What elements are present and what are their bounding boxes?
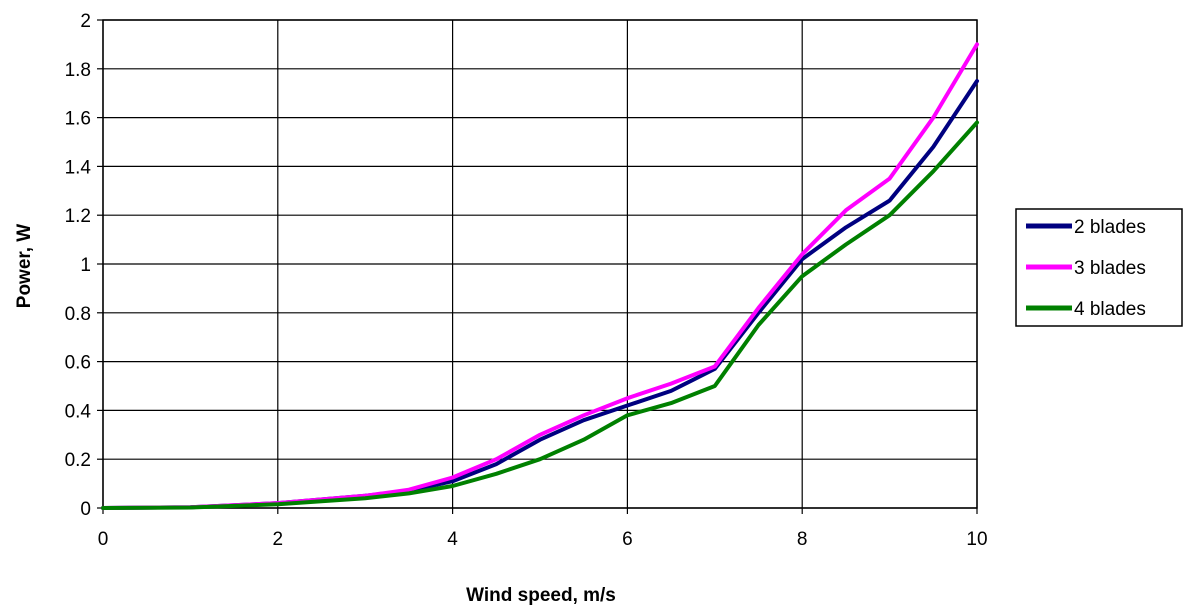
x-tick-label: 4 (447, 529, 458, 550)
y-axis-title: Power, W (14, 224, 35, 309)
y-tick-label: 1 (80, 255, 91, 276)
y-tick-label: 1.8 (65, 60, 91, 81)
legend-label: 3 blades (1074, 258, 1146, 279)
legend-label: 2 blades (1074, 217, 1146, 238)
y-tick-label: 0.2 (65, 450, 91, 471)
series-line-4-blades (101, 120, 979, 510)
y-tick-label: 0 (80, 499, 91, 520)
y-tick-label: 2 (80, 11, 91, 32)
legend-label: 4 blades (1074, 299, 1146, 320)
y-tick-label: 0.6 (65, 353, 91, 374)
plot-border (102, 19, 978, 509)
x-axis-title: Wind speed, m/s (466, 585, 616, 606)
y-tick-label: 0.4 (65, 401, 92, 422)
y-tick-label: 1.6 (65, 109, 91, 130)
y-tick-label: 0.8 (65, 304, 91, 325)
legend: 2 blades 3 blades 4 blades (1015, 208, 1183, 327)
plot-area (97, 19, 978, 514)
x-tick-label: 10 (966, 529, 987, 550)
y-tick-label: 1.4 (65, 157, 92, 178)
series-line-3-blades (101, 42, 979, 510)
x-tick-label: 0 (98, 529, 109, 550)
x-tick-label: 8 (797, 529, 808, 550)
tick-labels: 0 0.2 0.4 0.6 0.8 1 1.2 1.4 1.6 1.8 2 0 2 4 6 8 10 (65, 11, 988, 550)
x-tick-label: 2 (273, 529, 284, 550)
x-tick-label: 6 (622, 529, 633, 550)
series-lines (101, 42, 979, 510)
y-tick-label: 1.2 (65, 206, 91, 227)
